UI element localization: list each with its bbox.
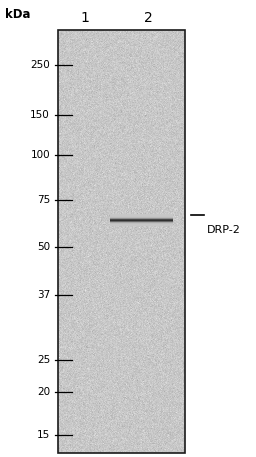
Text: 1: 1 — [81, 11, 89, 25]
Text: 150: 150 — [30, 110, 50, 120]
Text: 100: 100 — [30, 150, 50, 160]
Text: 2: 2 — [144, 11, 152, 25]
Text: 25: 25 — [37, 355, 50, 365]
Text: 75: 75 — [37, 195, 50, 205]
Text: 15: 15 — [37, 430, 50, 440]
Text: DRP-2: DRP-2 — [207, 225, 241, 235]
Text: 50: 50 — [37, 242, 50, 252]
Bar — [58, 30, 185, 453]
Text: 250: 250 — [30, 60, 50, 70]
Text: 37: 37 — [37, 290, 50, 300]
Text: 20: 20 — [37, 387, 50, 397]
Text: kDa: kDa — [5, 7, 31, 21]
